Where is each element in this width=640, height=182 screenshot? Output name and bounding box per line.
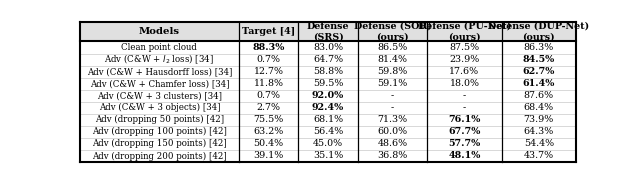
Text: 60.0%: 60.0%: [378, 127, 408, 136]
Bar: [80, 126, 576, 138]
Text: 71.3%: 71.3%: [378, 115, 408, 124]
Text: Adv (C&W + $l_2$ loss) [34]: Adv (C&W + $l_2$ loss) [34]: [104, 53, 214, 66]
Text: 92.0%: 92.0%: [312, 91, 344, 100]
Text: -: -: [463, 103, 466, 112]
Text: Adv (C&W + Chamfer loss) [34]: Adv (C&W + Chamfer loss) [34]: [90, 79, 229, 88]
Text: 88.3%: 88.3%: [252, 43, 285, 52]
Text: 59.8%: 59.8%: [378, 67, 408, 76]
Text: Adv (dropping 100 points) [42]: Adv (dropping 100 points) [42]: [92, 127, 227, 136]
Text: 62.7%: 62.7%: [523, 67, 555, 76]
Text: 11.8%: 11.8%: [253, 79, 284, 88]
Bar: [80, 78, 576, 90]
Text: 64.3%: 64.3%: [524, 127, 554, 136]
Text: 84.5%: 84.5%: [523, 55, 555, 64]
Bar: [80, 22, 576, 41]
Text: Adv (dropping 150 points) [42]: Adv (dropping 150 points) [42]: [92, 139, 227, 149]
Bar: [80, 150, 576, 162]
Text: 45.0%: 45.0%: [313, 139, 343, 148]
Text: 43.7%: 43.7%: [524, 151, 554, 161]
Text: 0.7%: 0.7%: [257, 55, 280, 64]
Text: 36.8%: 36.8%: [378, 151, 408, 161]
Text: Models: Models: [139, 27, 180, 36]
Bar: [80, 41, 576, 54]
Text: 92.4%: 92.4%: [312, 103, 344, 112]
Text: Defense (PU-Net)
(ours): Defense (PU-Net) (ours): [418, 22, 511, 41]
Text: 75.5%: 75.5%: [253, 115, 284, 124]
Text: 54.4%: 54.4%: [524, 139, 554, 148]
Text: 67.7%: 67.7%: [448, 127, 481, 136]
Text: 59.5%: 59.5%: [313, 79, 343, 88]
Text: 86.5%: 86.5%: [378, 43, 408, 52]
Text: 63.2%: 63.2%: [253, 127, 284, 136]
Text: 23.9%: 23.9%: [449, 55, 479, 64]
Bar: [80, 102, 576, 114]
Text: Adv (C&W + 3 clusters) [34]: Adv (C&W + 3 clusters) [34]: [97, 91, 222, 100]
Bar: [80, 138, 576, 150]
Bar: [80, 90, 576, 102]
Text: 68.4%: 68.4%: [524, 103, 554, 112]
Text: 12.7%: 12.7%: [253, 67, 284, 76]
Text: 61.4%: 61.4%: [523, 79, 555, 88]
Text: 87.5%: 87.5%: [449, 43, 479, 52]
Text: 86.3%: 86.3%: [524, 43, 554, 52]
Text: -: -: [391, 103, 394, 112]
Text: 83.0%: 83.0%: [313, 43, 343, 52]
Text: -: -: [463, 91, 466, 100]
Bar: [80, 114, 576, 126]
Text: 56.4%: 56.4%: [313, 127, 343, 136]
Text: 87.6%: 87.6%: [524, 91, 554, 100]
Text: Defense (DUP-Net)
(ours): Defense (DUP-Net) (ours): [488, 22, 589, 41]
Text: 2.7%: 2.7%: [257, 103, 280, 112]
Text: 0.7%: 0.7%: [257, 91, 280, 100]
Bar: [80, 66, 576, 78]
Text: Defense (SOR)
(ours): Defense (SOR) (ours): [353, 22, 431, 41]
Text: Clean point cloud: Clean point cloud: [122, 43, 197, 52]
Text: 48.6%: 48.6%: [378, 139, 408, 148]
Text: Defense
(SRS): Defense (SRS): [307, 22, 349, 41]
Text: 50.4%: 50.4%: [253, 139, 284, 148]
Text: 68.1%: 68.1%: [313, 115, 343, 124]
Text: 48.1%: 48.1%: [448, 151, 481, 161]
Text: 81.4%: 81.4%: [378, 55, 408, 64]
Bar: [80, 54, 576, 66]
Text: 59.1%: 59.1%: [378, 79, 408, 88]
Text: 35.1%: 35.1%: [313, 151, 343, 161]
Text: 18.0%: 18.0%: [449, 79, 479, 88]
Text: Adv (C&W + 3 objects) [34]: Adv (C&W + 3 objects) [34]: [99, 103, 220, 112]
Text: -: -: [391, 91, 394, 100]
Text: 58.8%: 58.8%: [313, 67, 343, 76]
Text: 17.6%: 17.6%: [449, 67, 479, 76]
Text: 73.9%: 73.9%: [524, 115, 554, 124]
Text: Target [4]: Target [4]: [242, 27, 295, 36]
Text: 64.7%: 64.7%: [313, 55, 343, 64]
Text: 39.1%: 39.1%: [253, 151, 284, 161]
Text: Adv (dropping 200 points) [42]: Adv (dropping 200 points) [42]: [92, 151, 227, 161]
Text: 57.7%: 57.7%: [448, 139, 481, 148]
Text: 76.1%: 76.1%: [448, 115, 481, 124]
Text: Adv (C&W + Hausdorff loss) [34]: Adv (C&W + Hausdorff loss) [34]: [86, 67, 232, 76]
Text: Adv (dropping 50 points) [42]: Adv (dropping 50 points) [42]: [95, 115, 224, 124]
